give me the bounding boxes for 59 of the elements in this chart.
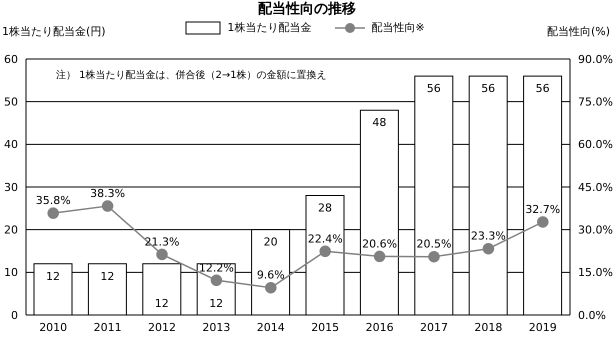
point bbox=[428, 250, 440, 262]
y-tick-label: 50 bbox=[4, 96, 18, 109]
data-label: 21.3% bbox=[144, 235, 180, 248]
y2-tick-label: 15.0% bbox=[578, 266, 613, 280]
point bbox=[47, 207, 59, 219]
legend-label: 配当性向※ bbox=[371, 20, 425, 35]
data-label: 35.8% bbox=[36, 194, 71, 208]
data-label: 20.6% bbox=[362, 237, 398, 250]
x-tick-label: 2017 bbox=[420, 320, 448, 334]
x-tick-label: 2014 bbox=[256, 320, 285, 334]
x-tick-label: 2019 bbox=[528, 320, 557, 334]
y-tick-label: 10 bbox=[4, 266, 18, 280]
data-label: 32.7% bbox=[525, 202, 560, 216]
data-label: 28 bbox=[318, 202, 332, 215]
data-label: 48 bbox=[372, 116, 386, 130]
y2-tick-label: 30.0% bbox=[578, 224, 613, 237]
point bbox=[319, 246, 331, 258]
y2-tick-label: 75.0% bbox=[578, 96, 613, 109]
y2-tick-label: 0.0% bbox=[578, 308, 606, 322]
data-label: 23.3% bbox=[470, 230, 506, 243]
data-label: 12 bbox=[209, 297, 224, 310]
y-tick-label: 0 bbox=[11, 308, 18, 322]
y-tick-label: 20 bbox=[4, 224, 18, 237]
point bbox=[102, 200, 114, 212]
y2-tick-label: 45.0% bbox=[578, 180, 613, 194]
data-label: 12 bbox=[154, 297, 169, 310]
data-label: 12 bbox=[46, 270, 60, 283]
x-tick-label: 2012 bbox=[148, 320, 176, 334]
data-label: 56 bbox=[426, 82, 441, 96]
y-tick-label: 60 bbox=[4, 52, 18, 66]
point bbox=[156, 248, 168, 260]
y-tick-label: 30 bbox=[4, 180, 18, 194]
data-label: 22.4% bbox=[308, 232, 343, 246]
data-label: 56 bbox=[536, 82, 550, 96]
x-tick-label: 2016 bbox=[366, 320, 394, 334]
data-label: 20.5% bbox=[416, 238, 452, 251]
point bbox=[374, 250, 386, 262]
data-label: 9.6% bbox=[256, 268, 285, 282]
y-axis-title: 1株当たり配当金(円) bbox=[2, 24, 106, 39]
legend-label: 1株当たり配当金 bbox=[227, 20, 312, 35]
data-label: 56 bbox=[481, 82, 496, 96]
y-tick-label: 40 bbox=[4, 138, 18, 152]
data-label: 12 bbox=[100, 270, 114, 283]
annotation: 注） 1株当たり配当金は、併合後（2→1株）の金額に置換え bbox=[56, 68, 327, 82]
x-tick-label: 2010 bbox=[39, 320, 68, 334]
point bbox=[265, 282, 277, 294]
x-tick-label: 2015 bbox=[311, 320, 340, 334]
chart-title: 配当性向の推移 bbox=[257, 0, 357, 18]
x-tick-label: 2013 bbox=[202, 320, 230, 334]
x-tick-label: 2011 bbox=[94, 320, 122, 334]
x-tick-label: 2018 bbox=[474, 320, 502, 334]
y2-tick-label: 60.0% bbox=[578, 138, 613, 152]
point bbox=[210, 274, 222, 286]
y2-tick-label: 90.0% bbox=[578, 52, 613, 66]
point bbox=[482, 242, 494, 254]
data-label: 20 bbox=[264, 236, 278, 249]
data-label: 38.3% bbox=[90, 187, 126, 200]
y2-axis-title: 配当性向(%) bbox=[546, 24, 610, 39]
point bbox=[537, 216, 549, 228]
